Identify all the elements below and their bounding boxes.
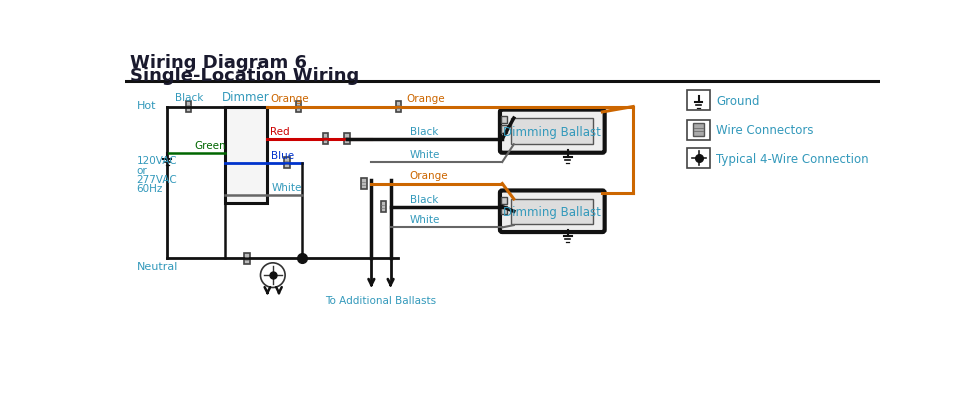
Text: Orange: Orange (270, 94, 309, 104)
Bar (687, 120, 710, 140)
Bar (296, 102, 301, 113)
Text: Black: Black (410, 194, 438, 204)
Bar (344, 134, 350, 145)
Bar (687, 149, 710, 169)
Text: Hot: Hot (136, 101, 156, 111)
Text: White: White (271, 182, 302, 192)
Bar (693, 124, 704, 136)
Bar (322, 134, 328, 145)
Bar (501, 126, 507, 134)
Text: or: or (136, 165, 147, 175)
Text: Dimmer: Dimmer (222, 91, 270, 104)
Text: Blue: Blue (271, 150, 294, 160)
Text: White: White (410, 150, 440, 160)
Text: White: White (410, 215, 440, 225)
Bar (244, 253, 250, 264)
Bar (396, 102, 402, 113)
Text: Black: Black (410, 126, 438, 136)
Text: Ground: Ground (716, 95, 760, 107)
Text: Typical 4-Wire Connection: Typical 4-Wire Connection (716, 152, 869, 165)
Text: Dimming Ballast: Dimming Ballast (504, 126, 602, 138)
Bar (501, 116, 507, 124)
Bar (512, 119, 593, 145)
Text: Dimming Ballast: Dimming Ballast (504, 205, 602, 218)
Text: Wire Connectors: Wire Connectors (716, 124, 813, 137)
Bar (501, 197, 507, 205)
Bar (284, 158, 290, 169)
Text: Red: Red (270, 126, 290, 136)
Text: 60Hz: 60Hz (136, 184, 163, 194)
Bar (687, 91, 710, 111)
Bar (186, 102, 191, 113)
Text: Neutral: Neutral (136, 261, 178, 271)
Text: Orange: Orange (410, 171, 449, 181)
Bar (362, 179, 367, 189)
Text: Single-Location Wiring: Single-Location Wiring (129, 67, 359, 85)
Text: Black: Black (175, 93, 204, 103)
FancyBboxPatch shape (500, 191, 605, 233)
Text: Orange: Orange (406, 94, 445, 104)
Text: To Additional Ballasts: To Additional Ballasts (325, 296, 436, 306)
Text: Green: Green (194, 140, 225, 150)
FancyBboxPatch shape (500, 110, 605, 153)
Bar (501, 207, 507, 214)
Text: 120VAC: 120VAC (136, 156, 177, 166)
Text: Wiring Diagram 6: Wiring Diagram 6 (129, 53, 307, 71)
Bar (512, 199, 593, 224)
Bar (225, 107, 268, 203)
Bar (380, 202, 386, 213)
Text: 277VAC: 277VAC (136, 174, 177, 184)
